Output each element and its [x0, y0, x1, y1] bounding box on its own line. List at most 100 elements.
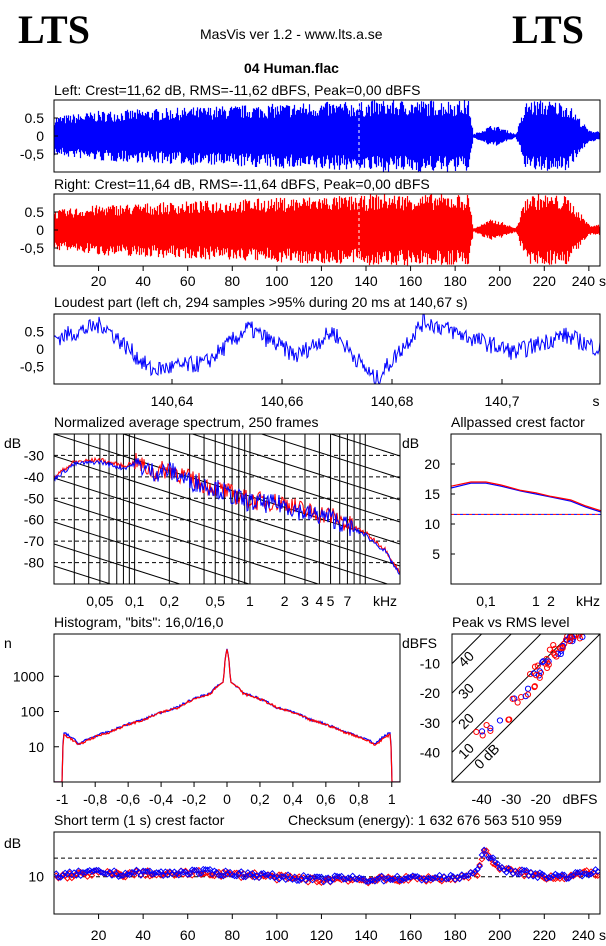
short-crest-xtick: 160 [399, 927, 423, 943]
short-crest-point [242, 873, 249, 881]
short-crest-point [487, 854, 495, 862]
short-crest-point [425, 874, 432, 882]
spectrum-ytick: -50 [24, 490, 44, 506]
short-crest-point [507, 865, 515, 873]
short-crest-point [585, 871, 593, 879]
short-crest-xtick: 120 [310, 927, 334, 943]
pvr-diagonal [452, 634, 483, 664]
short-crest-point [72, 872, 80, 879]
short-crest-point [543, 876, 550, 883]
short-crest-point [534, 874, 541, 882]
short-crest-point [93, 866, 100, 874]
spectrum-xtick: 0,1 [125, 593, 145, 609]
histogram-xtick: 0,4 [283, 791, 303, 807]
short-crest-point [144, 868, 151, 876]
spectrum-xtick: kHz [373, 593, 397, 609]
time-axis-label: 180 [443, 273, 467, 289]
short-crest-point [300, 871, 307, 879]
loudest-path [54, 314, 600, 384]
loudest-xtick: s [593, 393, 600, 409]
pvr-point [564, 634, 571, 640]
right-wave-ytick: 0.5 [25, 204, 45, 220]
crest-ytick: 20 [424, 456, 440, 472]
spectrum-xtick: 0,05 [86, 593, 113, 609]
short-crest-point [387, 876, 394, 884]
time-axis-label: 100 [265, 273, 289, 289]
crest-label: Allpassed crest factor [451, 414, 585, 430]
histogram-ytick: 100 [21, 704, 45, 720]
spectrum-slope [259, 434, 400, 479]
short-crest-point [476, 861, 483, 869]
spectrum-xtick: 4 [315, 593, 323, 609]
left-wave-trace [54, 100, 600, 172]
crest-ytick: 15 [424, 486, 440, 502]
crest-series [451, 481, 601, 512]
pvr-label: Peak vs RMS level [452, 614, 570, 630]
pvr-xtick: -30 [501, 791, 521, 807]
histogram-xtick: -0,6 [116, 791, 140, 807]
spectrum-slope [398, 434, 400, 435]
short-crest-point [558, 871, 566, 878]
time-axis-label: 240 s [572, 273, 606, 289]
time-axis-label: 60 [180, 273, 196, 289]
short-crest-point [57, 874, 64, 881]
short-crest-point [240, 873, 247, 881]
pvr-point [531, 663, 539, 670]
pvr-diag-label: 40 [455, 648, 477, 670]
short-crest-label: Short term (1 s) crest factor [54, 812, 225, 828]
short-crest-point [81, 869, 89, 876]
short-crest-point [474, 872, 481, 880]
short-crest-point [516, 870, 524, 878]
short-crest-point [271, 874, 278, 882]
pvr-ytick: -10 [420, 656, 440, 672]
spectrum-slope [54, 610, 400, 720]
pvr-point [557, 645, 564, 652]
short-crest-point [84, 867, 91, 875]
loudest-xtick: 140,7 [484, 393, 519, 409]
pvr-point [483, 721, 490, 729]
short-crest-xtick: 220 [533, 927, 557, 943]
time-axis-label: 20 [91, 273, 107, 289]
short-crest-point [179, 868, 187, 876]
pvr-point [524, 685, 532, 692]
spectrum-slope [54, 499, 320, 584]
short-crest-point [55, 874, 62, 882]
short-crest-point [206, 865, 214, 873]
short-crest-point [525, 872, 532, 880]
short-crest-xtick: 200 [488, 927, 512, 943]
short-crest-point [581, 870, 588, 878]
loudest-part-label: Loudest part (left ch, 294 samples >95% … [54, 294, 468, 310]
short-crest-point [494, 860, 501, 867]
short-crest-point [398, 877, 405, 884]
spectrum-frame [53, 433, 401, 585]
short-crest-point [574, 869, 582, 876]
short-crest-xtick: 80 [224, 927, 240, 943]
short-crest-point [148, 872, 156, 879]
short-crest-point [68, 874, 76, 882]
short-crest-point [333, 872, 341, 880]
short-crest-point [55, 874, 62, 881]
spectrum-label: Normalized average spectrum, 250 frames [54, 414, 319, 430]
short-crest-point [340, 875, 348, 883]
loudest-xtick: 140,66 [261, 393, 304, 409]
short-crest-point [175, 871, 183, 879]
short-crest-point [335, 873, 343, 881]
short-crest-point [157, 868, 165, 875]
short-crest-point [251, 873, 258, 881]
short-crest-point [88, 868, 96, 875]
checksum-label: Checksum (energy): 1 632 676 563 510 959 [288, 812, 562, 828]
short-crest-point [155, 869, 163, 877]
crest-ytick: 5 [432, 546, 440, 562]
pvr-diag-label: 0 dB [471, 740, 503, 772]
short-crest-point [191, 866, 198, 874]
pvr-point [531, 683, 538, 691]
short-crest-point [396, 876, 403, 884]
short-crest-point [262, 871, 270, 879]
crest-frame [450, 433, 602, 585]
short-crest-point [193, 866, 200, 874]
short-crest-point [331, 872, 339, 879]
histogram-xtick: 0,6 [316, 791, 336, 807]
pvr-point [566, 637, 573, 645]
short-crest-point [402, 875, 410, 883]
right-wave-ytick: -0,5 [20, 240, 44, 256]
